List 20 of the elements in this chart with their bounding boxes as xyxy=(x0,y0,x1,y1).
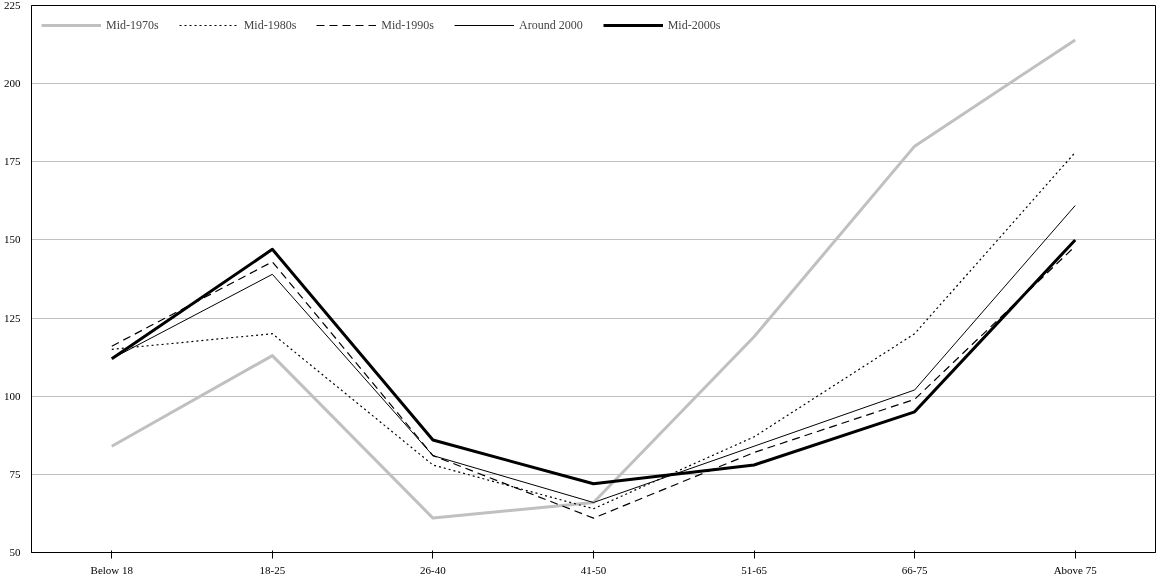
y-tick-label: 125 xyxy=(4,311,21,324)
x-tick-label: Above 75 xyxy=(1053,563,1098,576)
y-tick-label: 100 xyxy=(4,389,21,402)
x-tick-label: 18-25 xyxy=(259,563,286,576)
y-tick-label: 50 xyxy=(9,546,21,558)
legend-label: Mid-1970s xyxy=(106,17,159,33)
y-tick-label: 225 xyxy=(4,0,21,11)
legend-label: Mid-1980s xyxy=(243,17,297,33)
legend-label: Around 2000 xyxy=(519,17,583,33)
x-tick-label: 26-40 xyxy=(420,563,447,576)
x-tick-label: 41-50 xyxy=(580,563,607,576)
legend-label: Mid-2000s xyxy=(667,17,721,33)
x-tick-label: 66-75 xyxy=(901,563,928,576)
y-tick-label: 175 xyxy=(4,155,21,168)
y-tick-label: 200 xyxy=(4,77,21,90)
y-tick-label: 75 xyxy=(9,467,21,480)
y-tick-label: 150 xyxy=(4,233,21,246)
x-tick-label: Below 18 xyxy=(90,563,134,576)
x-tick-label: 51-65 xyxy=(741,563,768,576)
legend-label: Mid-1990s xyxy=(381,17,435,33)
